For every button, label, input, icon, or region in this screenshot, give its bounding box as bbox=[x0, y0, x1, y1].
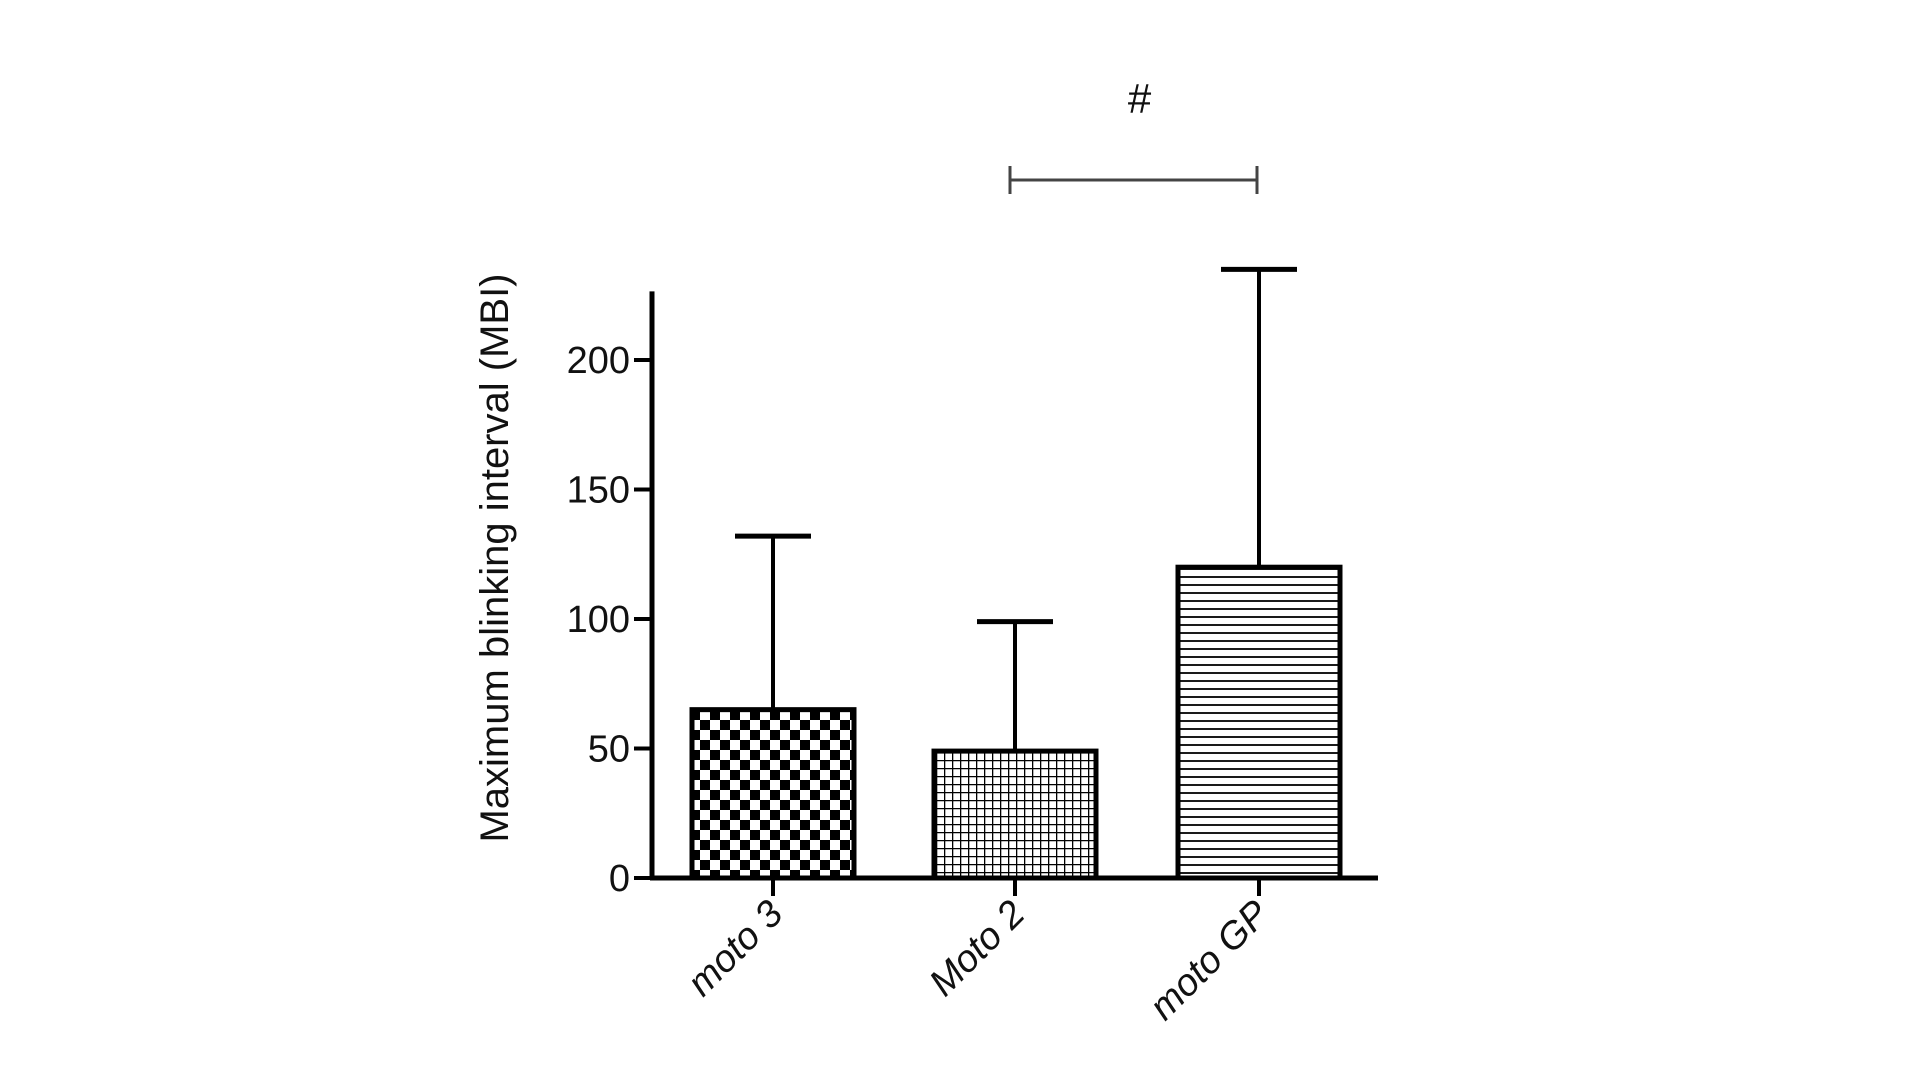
y-tick-label: 50 bbox=[588, 729, 630, 771]
y-tick-label: 200 bbox=[567, 340, 630, 382]
x-tick-label: Moto 2 bbox=[922, 893, 1034, 1005]
bar-moto-2 bbox=[931, 748, 1099, 881]
error-bars bbox=[735, 266, 1297, 752]
y-tick-label: 0 bbox=[609, 858, 630, 900]
bar-moto-gp bbox=[1175, 564, 1343, 881]
y-tick-label: 100 bbox=[567, 599, 630, 641]
x-tick-label: moto GP bbox=[1142, 892, 1278, 1028]
bars bbox=[689, 564, 1343, 881]
y-axis-title: Maximum blinking interval (MBI) bbox=[473, 273, 517, 842]
x-ticks: moto 3 Moto 2 moto GP bbox=[680, 878, 1278, 1028]
significance-marker: # bbox=[1128, 75, 1152, 122]
y-ticks: 0 50 100 150 200 bbox=[567, 340, 652, 900]
bar-moto-3 bbox=[689, 707, 857, 881]
significance-bracket: # bbox=[1008, 75, 1259, 194]
y-tick-label: 150 bbox=[567, 470, 630, 512]
x-tick-label: moto 3 bbox=[680, 893, 792, 1005]
